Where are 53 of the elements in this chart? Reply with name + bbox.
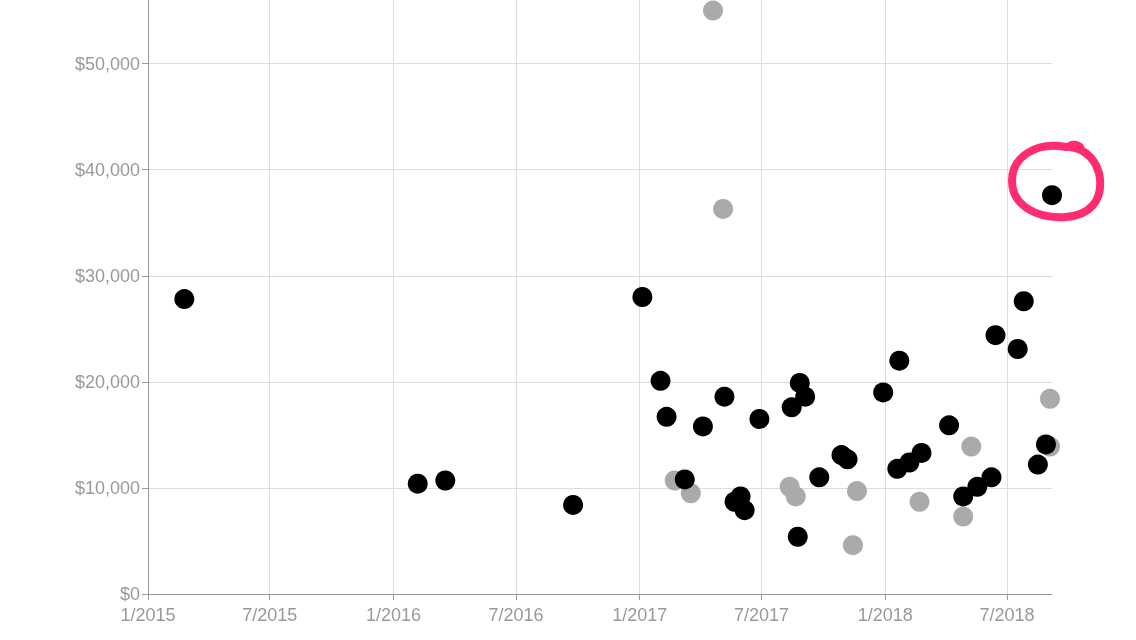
point: [1035, 434, 1056, 455]
y-tick-label: $50,000: [74, 53, 140, 74]
point: [953, 486, 974, 507]
point: [787, 526, 808, 547]
point: [632, 287, 653, 307]
x-tick-label: 7/2018: [979, 605, 1035, 625]
x-tick-label: 7/2015: [242, 605, 298, 625]
point: [785, 486, 806, 507]
point: [939, 415, 960, 436]
point: [692, 416, 713, 437]
point: [174, 289, 195, 310]
y-tick-label: $20,000: [74, 371, 140, 392]
point: [674, 469, 695, 490]
point: [781, 397, 802, 418]
point: [795, 386, 816, 407]
point: [967, 476, 988, 497]
point: [1040, 388, 1060, 409]
point: [407, 473, 428, 494]
point: [713, 198, 734, 219]
y-tick-label: $10,000: [74, 477, 140, 498]
x-tick-label: 1/2018: [857, 605, 913, 625]
x-tick-label: 7/2017: [733, 605, 789, 625]
point: [1042, 185, 1062, 206]
point: [842, 535, 863, 556]
point: [846, 481, 867, 502]
x-tick-label: 1/2016: [365, 605, 422, 625]
x-tick-label: 7/2016: [488, 605, 544, 625]
y-tick-label: $30,000: [74, 265, 140, 286]
point: [911, 442, 932, 463]
point: [703, 0, 723, 21]
point: [873, 382, 894, 403]
point: [1027, 454, 1048, 475]
y-tick-label: $0: [119, 584, 140, 604]
point: [889, 350, 910, 371]
y-tick-label: $40,000: [74, 159, 140, 180]
point: [749, 408, 770, 429]
point: [563, 494, 584, 515]
point: [435, 470, 456, 491]
point: [953, 506, 974, 527]
point: [809, 467, 830, 488]
point: [1007, 338, 1028, 359]
point: [650, 370, 671, 391]
x-tick-label: 1/2015: [120, 605, 176, 625]
point: [734, 500, 755, 521]
x-tick-label: 1/2017: [612, 605, 668, 625]
point: [985, 325, 1006, 346]
point: [656, 406, 677, 427]
point: [714, 386, 735, 407]
point: [909, 491, 930, 512]
point: [961, 436, 982, 457]
point: [1013, 291, 1034, 312]
point: [837, 449, 858, 470]
point: [981, 467, 1002, 488]
